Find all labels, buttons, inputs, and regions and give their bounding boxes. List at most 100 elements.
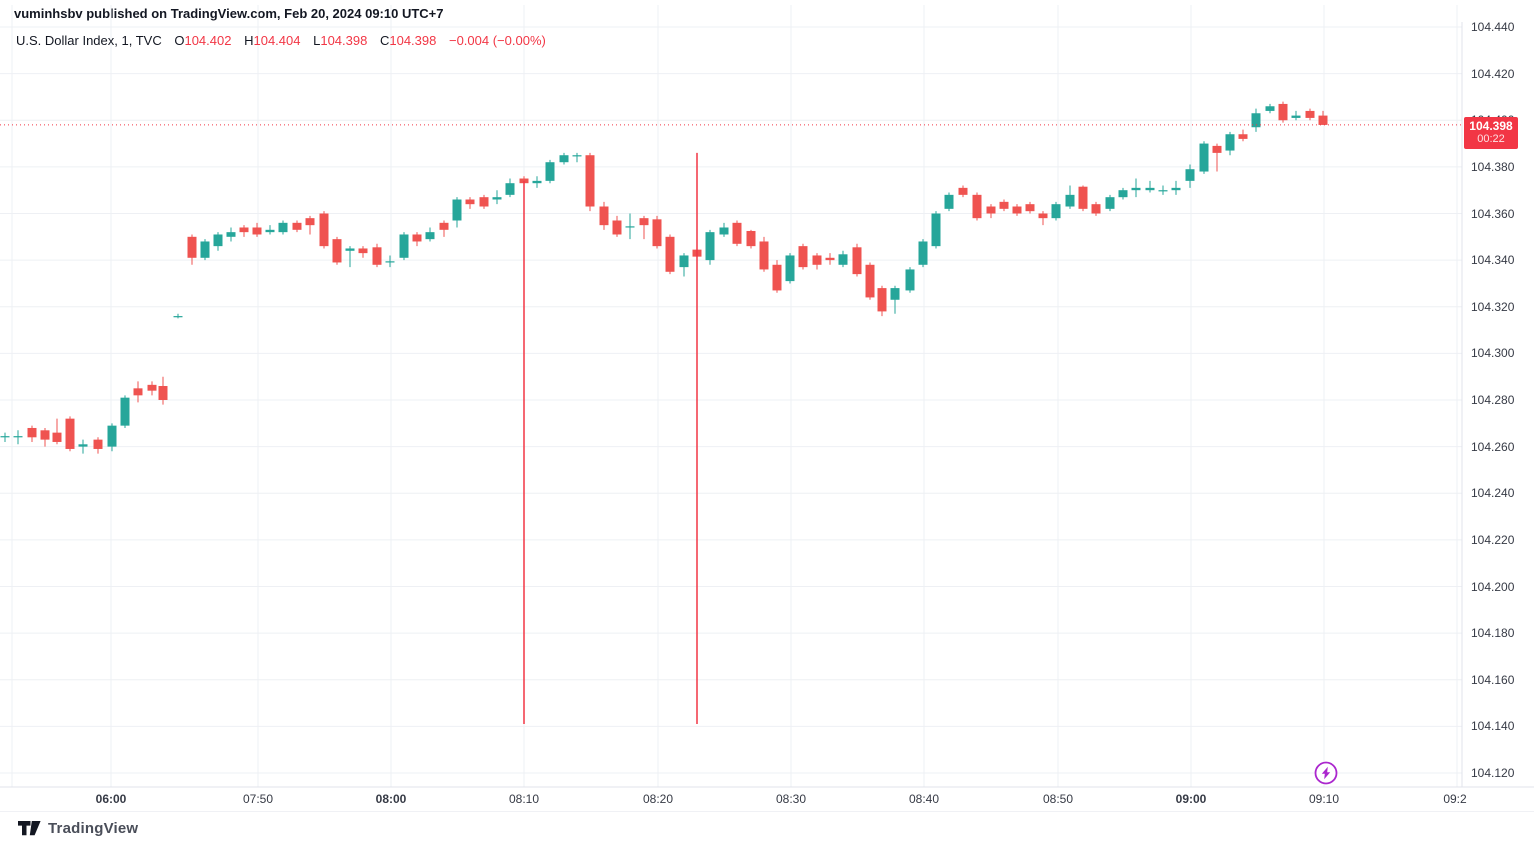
candle-body <box>572 155 582 157</box>
candle-body <box>639 218 649 226</box>
candle-body <box>838 254 848 265</box>
time-tick-label: 08:50 <box>1042 792 1074 806</box>
candle-body <box>890 288 900 300</box>
candle-body <box>305 218 315 226</box>
candle-body <box>625 226 635 228</box>
candle-body <box>1025 204 1035 212</box>
candle-body <box>1318 115 1328 125</box>
candle-body <box>972 194 982 219</box>
time-tick-label: 08:10 <box>508 792 540 806</box>
candle-body <box>120 397 130 426</box>
candle-body <box>1145 187 1155 191</box>
price-tick-label: 104.160 <box>1471 672 1515 687</box>
close-label: C <box>379 33 390 48</box>
price-tick-label: 104.340 <box>1471 253 1515 268</box>
candle-body <box>345 248 355 251</box>
candle-body <box>93 439 103 449</box>
candle-body <box>107 425 117 447</box>
candle-body <box>1078 186 1088 209</box>
candle-body <box>492 197 502 200</box>
candle-body <box>385 261 395 263</box>
last-price-badge: 104.398 00:22 <box>1464 116 1518 149</box>
candle-body <box>78 444 88 447</box>
candle-body <box>1038 213 1048 219</box>
price-tick-label: 104.440 <box>1471 20 1515 34</box>
candle-body <box>905 269 915 291</box>
candle-body <box>732 222 742 244</box>
candle-body <box>278 222 288 233</box>
time-axis[interactable]: 06:00 07:50 08:00 08:10 08:20 08:30 08:40 08:50… <box>0 787 1534 812</box>
candle-body <box>652 219 662 247</box>
candle-body <box>399 234 409 258</box>
candle-body <box>719 227 729 235</box>
candle-body <box>27 427 37 438</box>
candle-body <box>265 229 275 233</box>
tradingview-attribution[interactable]: TradingView <box>18 820 138 837</box>
candle-body <box>1238 134 1248 139</box>
candle-body <box>372 247 382 265</box>
candle-body <box>292 222 302 230</box>
candle-body <box>612 220 622 235</box>
chart-canvas[interactable] <box>0 0 1534 813</box>
low-label: L <box>313 33 321 48</box>
candle-body <box>772 264 782 291</box>
price-tick-label: 104.140 <box>1471 719 1515 734</box>
price-tick-label: 104.220 <box>1471 532 1515 547</box>
candle-body <box>332 239 342 263</box>
candle-body <box>1212 145 1222 153</box>
candle-body <box>40 430 50 440</box>
candle-body <box>65 418 75 449</box>
candle-body <box>746 230 756 247</box>
time-tick-label: 09:2 <box>1443 792 1467 806</box>
candle-body <box>226 232 236 237</box>
candle-body <box>1012 206 1022 214</box>
time-tick-label: 06:00 <box>95 792 127 806</box>
price-tick-label: 104.120 <box>1471 766 1515 780</box>
time-tick-label: 07:50 <box>242 792 274 806</box>
publish-lightning-icon[interactable] <box>1313 760 1339 786</box>
candle-body <box>479 197 489 207</box>
candle-body <box>958 187 968 195</box>
candle-body <box>931 213 941 247</box>
low-value: 104.398 <box>320 33 368 48</box>
price-tick-label: 104.260 <box>1471 439 1515 454</box>
candle-body <box>532 180 542 184</box>
candle-body <box>173 316 183 318</box>
candle-body <box>200 241 210 258</box>
price-tick-label: 104.300 <box>1471 346 1515 361</box>
candle-body <box>147 384 157 391</box>
candle-body <box>465 199 475 205</box>
candle-body <box>412 234 422 242</box>
candle-body <box>1105 197 1115 209</box>
tradingview-logo-icon <box>18 821 41 836</box>
candle-body <box>133 388 143 396</box>
candle-body <box>545 162 555 181</box>
candle-body <box>1091 204 1101 214</box>
candle-body <box>425 232 435 240</box>
price-tick-label: 104.380 <box>1471 159 1515 174</box>
candle-body <box>1199 143 1209 172</box>
candle-body <box>825 257 835 261</box>
price-tick-label: 104.180 <box>1471 626 1515 641</box>
candle-body <box>1185 169 1195 181</box>
candle-body <box>439 222 449 230</box>
candle-body <box>213 234 223 247</box>
candle-body <box>705 232 715 261</box>
candle-body <box>1158 190 1168 192</box>
candle-body <box>918 241 928 265</box>
candle-body <box>1118 190 1128 198</box>
candle-body <box>358 248 368 254</box>
candle-body <box>877 288 887 312</box>
candle-body <box>0 436 10 438</box>
candle-body <box>1265 106 1275 111</box>
price-tick-label: 104.240 <box>1471 486 1515 501</box>
high-label: H <box>244 33 254 48</box>
candle-body <box>187 236 197 258</box>
high-value: 104.404 <box>253 33 301 48</box>
candle-body <box>559 155 569 163</box>
candle-body <box>812 255 822 265</box>
candle-body <box>505 183 515 195</box>
candle-body <box>239 227 249 233</box>
last-price-value: 104.398 <box>1469 118 1513 133</box>
candle-body <box>319 213 329 247</box>
